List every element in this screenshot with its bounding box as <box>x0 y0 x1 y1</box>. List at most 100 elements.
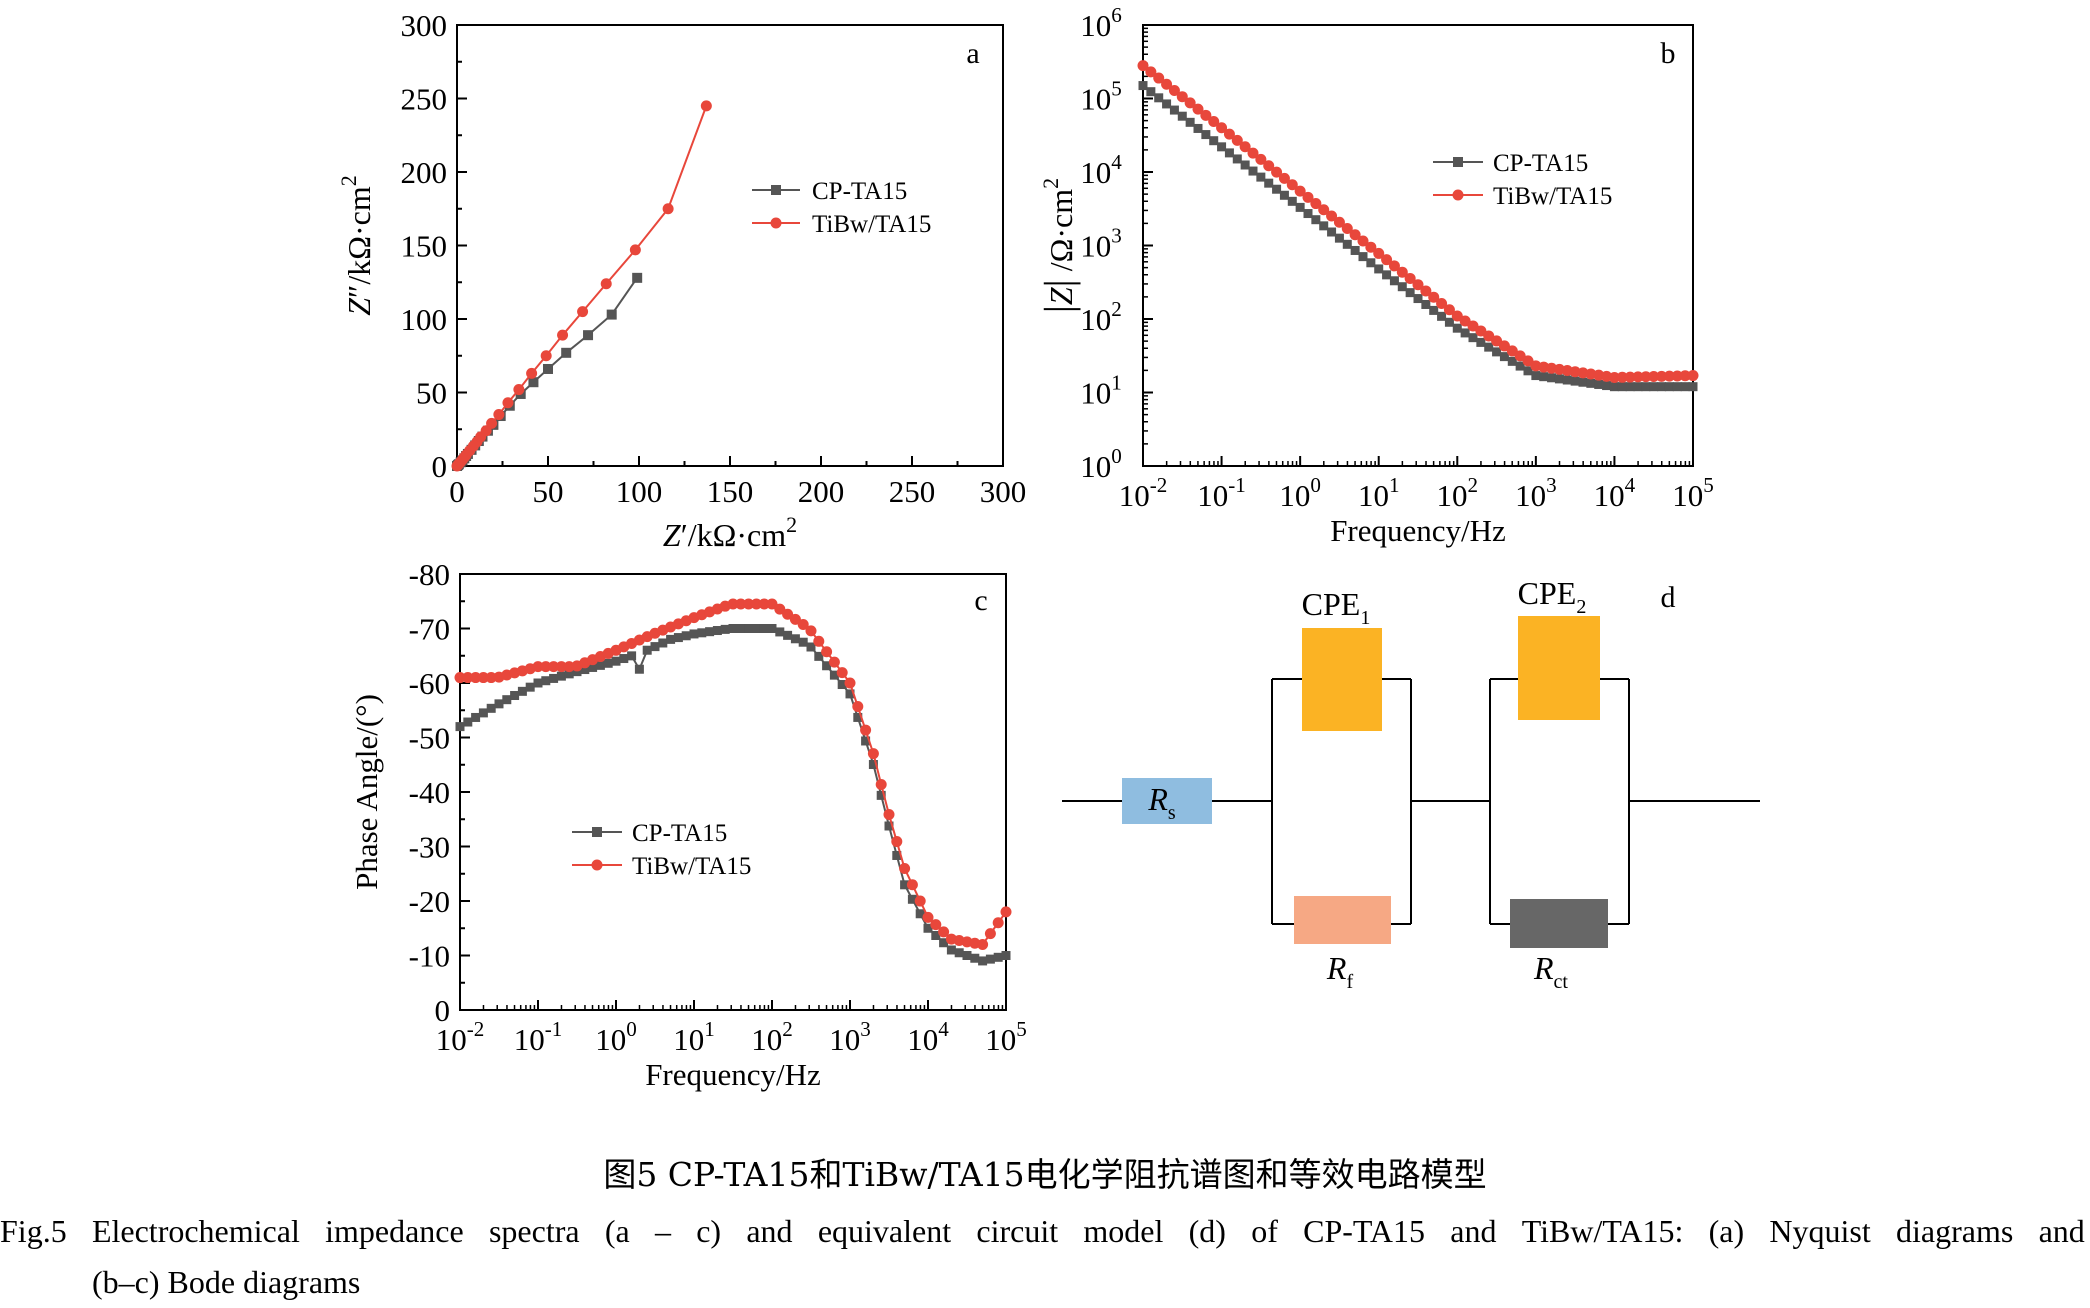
data-point <box>743 598 755 610</box>
label-rs: Rs <box>1147 781 1176 824</box>
data-point <box>992 917 1004 929</box>
figure-caption-chinese: 图5 CP-TA15和TiBw/TA15电化学阻抗谱图和等效电路模型 <box>603 1155 1487 1194</box>
caption-word: Fig.5 <box>0 1213 67 1249</box>
data-point <box>1154 93 1164 103</box>
data-point <box>1169 105 1179 115</box>
y-tick-label: -70 <box>409 612 450 647</box>
caption-word: equivalent <box>817 1213 952 1249</box>
data-point <box>632 272 643 283</box>
data-point <box>1688 382 1698 392</box>
data-point <box>525 682 535 692</box>
panel-c-bode-phase: 10-2 10-1 100 101 102 103 104 105 0 -10 -20 -30 -40 -… <box>349 557 1027 1092</box>
data-point <box>720 624 730 634</box>
data-point <box>1602 381 1612 391</box>
data-point <box>1687 370 1699 382</box>
caption-word: of <box>1251 1213 1278 1249</box>
data-point <box>727 598 739 610</box>
data-point <box>502 397 514 409</box>
data-point <box>1201 130 1211 140</box>
data-point <box>875 778 887 790</box>
x-axis-label: Frequency/Hz <box>645 1057 821 1092</box>
data-point <box>561 347 572 358</box>
data-point <box>1421 299 1431 309</box>
data-point <box>662 203 674 215</box>
data-point <box>1303 209 1313 219</box>
data-point <box>970 953 980 963</box>
data-point <box>1192 103 1204 115</box>
data-point <box>861 736 871 746</box>
x-tick-label: 250 <box>889 474 936 509</box>
data-point <box>1373 247 1385 259</box>
data-point <box>1327 227 1337 237</box>
data-point <box>1649 382 1659 392</box>
data-point <box>1341 222 1353 234</box>
data-point <box>1514 350 1526 362</box>
data-point <box>1507 356 1517 366</box>
data-point <box>789 613 801 625</box>
data-point <box>1271 166 1283 178</box>
data-point <box>770 217 782 229</box>
data-point <box>767 624 777 633</box>
data-point <box>1200 109 1212 121</box>
data-point <box>1506 345 1518 357</box>
data-point <box>993 952 1003 962</box>
plot-frame <box>459 573 1007 1011</box>
data-point <box>1223 128 1235 140</box>
series-line <box>460 602 1007 946</box>
data-point <box>1578 377 1588 387</box>
data-point <box>673 633 683 643</box>
data-point <box>1624 371 1636 383</box>
data-point <box>978 956 988 966</box>
y-tick-label: -20 <box>409 884 450 919</box>
data-point <box>775 627 785 637</box>
data-point <box>758 598 770 610</box>
y-tick-label: -50 <box>409 721 450 756</box>
data-point <box>867 748 879 760</box>
data-point <box>1664 382 1674 392</box>
data-point <box>634 664 644 674</box>
data-point <box>1357 235 1369 247</box>
data-point <box>1491 335 1503 347</box>
data-point <box>868 760 878 770</box>
data-point <box>1467 320 1479 332</box>
data-point <box>1413 294 1423 304</box>
data-point <box>1656 370 1668 382</box>
legend-label: CP-TA15 <box>812 178 907 205</box>
data-point <box>782 608 794 620</box>
data-point <box>805 625 817 637</box>
y-tick-label: -80 <box>409 557 450 592</box>
data-point <box>906 879 918 891</box>
legend-label: CP-TA15 <box>1493 150 1588 177</box>
data-point <box>1264 178 1274 188</box>
data-point <box>1428 291 1440 303</box>
data-point <box>611 656 621 666</box>
legend-label: TiBw/TA15 <box>812 211 931 238</box>
data-point <box>1224 148 1234 158</box>
data-point <box>1412 279 1424 291</box>
caption-word: Nyquist <box>1769 1213 1871 1249</box>
data-point <box>606 309 617 320</box>
data-point <box>629 244 641 256</box>
data-point <box>977 938 989 950</box>
data-point <box>900 880 910 890</box>
data-point <box>883 809 895 821</box>
x-tick-label: 104 <box>907 1017 949 1057</box>
data-point <box>1311 215 1321 225</box>
data-point <box>1247 147 1259 159</box>
y-tick-label: 104 <box>1080 150 1122 190</box>
data-point <box>1278 172 1290 184</box>
data-point <box>556 671 566 681</box>
data-point <box>627 651 637 661</box>
data-point <box>1680 382 1690 392</box>
data-point <box>1318 204 1330 216</box>
data-point <box>899 862 911 874</box>
data-point <box>1231 134 1243 146</box>
data-point <box>1451 310 1463 322</box>
data-point <box>1333 216 1345 228</box>
data-point <box>798 637 808 647</box>
data-point <box>1404 272 1416 284</box>
series-TiBw/TA15 <box>1137 60 1699 383</box>
data-point <box>1499 352 1509 362</box>
y-tick-label: 50 <box>416 376 447 411</box>
